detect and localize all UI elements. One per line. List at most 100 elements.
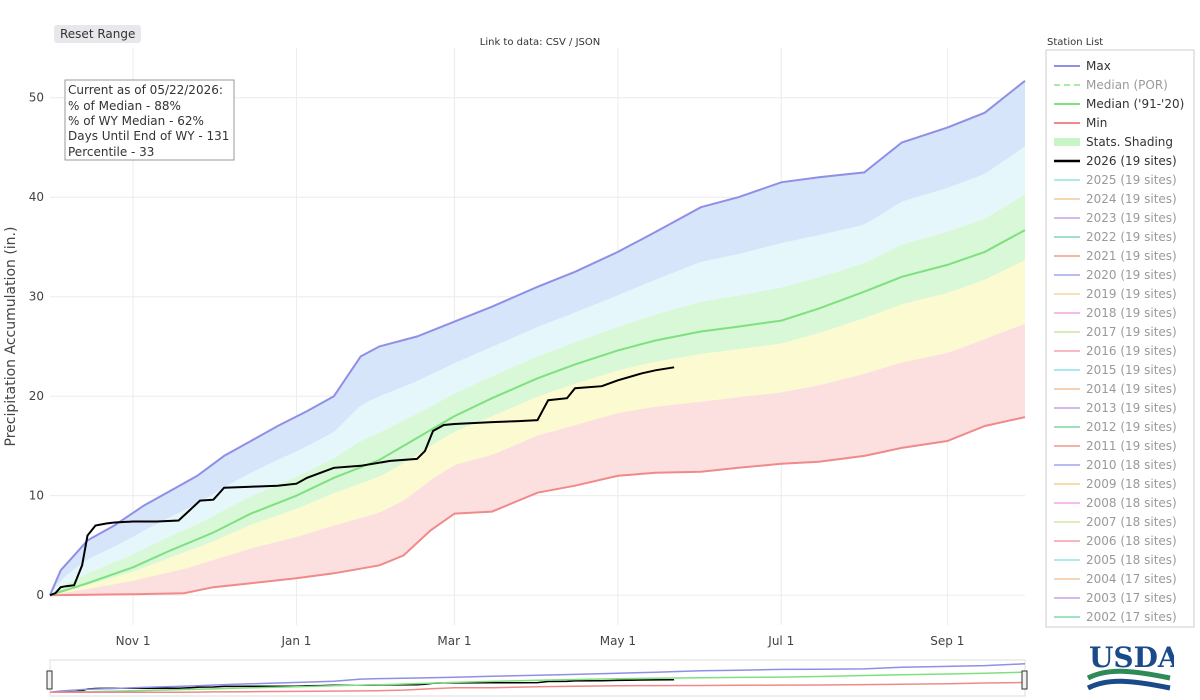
info-line: Current as of 05/22/2026: (68, 83, 223, 97)
legend-item[interactable]: 2019 (19 sites) (1054, 287, 1177, 301)
y-tick-label: 20 (29, 389, 44, 403)
legend-label: Median (POR) (1086, 78, 1168, 92)
legend-item[interactable]: 2015 (19 sites) (1054, 363, 1177, 377)
legend-label: 2005 (18 sites) (1086, 553, 1177, 567)
mini-min-line (50, 681, 1026, 694)
band-low (50, 260, 1025, 596)
legend-item[interactable]: 2004 (17 sites) (1054, 572, 1177, 586)
legend-item[interactable]: 2026 (19 sites) (1054, 154, 1177, 168)
mini-max-line (49, 663, 1026, 694)
info-line: Percentile - 33 (68, 145, 154, 159)
legend-label: 2015 (19 sites) (1086, 363, 1177, 377)
legend-label: 2003 (17 sites) (1086, 591, 1177, 605)
legend-item[interactable]: 2010 (18 sites) (1054, 458, 1177, 472)
legend-item[interactable]: 2007 (18 sites) (1054, 515, 1177, 529)
legend-swatch (1054, 138, 1080, 146)
legend-label: Stats. Shading (1086, 135, 1173, 149)
legend-item[interactable]: 2011 (19 sites) (1054, 439, 1177, 453)
legend-item[interactable]: Stats. Shading (1054, 135, 1173, 149)
y-tick-label: 50 (29, 91, 44, 105)
legend-item[interactable]: 2013 (19 sites) (1054, 401, 1177, 415)
legend-label: 2019 (19 sites) (1086, 287, 1177, 301)
legend-item[interactable]: 2018 (19 sites) (1054, 306, 1177, 320)
y-tick-label: 10 (29, 489, 44, 503)
legend-item[interactable]: 2025 (19 sites) (1054, 173, 1177, 187)
legend-item[interactable]: 2005 (18 sites) (1054, 553, 1177, 567)
x-tick-label: Jan 1 (280, 634, 311, 648)
x-tick-label: Jul 1 (767, 634, 794, 648)
legend-item[interactable]: 2014 (19 sites) (1054, 382, 1177, 396)
legend-item[interactable]: Min (1054, 116, 1107, 130)
min-line (49, 416, 1026, 597)
legend-label: 2018 (19 sites) (1086, 306, 1177, 320)
range-handle-left[interactable] (46, 670, 53, 690)
legend-label: 2013 (19 sites) (1086, 401, 1177, 415)
legend-item[interactable]: 2020 (19 sites) (1054, 268, 1177, 282)
legend-label: 2007 (18 sites) (1086, 515, 1177, 529)
legend-label: 2025 (19 sites) (1086, 173, 1177, 187)
legend-label: 2016 (19 sites) (1086, 344, 1177, 358)
legend-label: Median ('91-'20) (1086, 97, 1184, 111)
legend-label: 2017 (19 sites) (1086, 325, 1177, 339)
legend-item[interactable]: 2021 (19 sites) (1054, 249, 1177, 263)
legend-item[interactable]: 2002 (17 sites) (1054, 610, 1177, 624)
legend-label: 2002 (17 sites) (1086, 610, 1177, 624)
legend-label: Max (1086, 59, 1111, 73)
y-axis-label: Precipitation Accumulation (in.) (3, 227, 19, 447)
median-line (49, 229, 1026, 597)
legend-label: 2011 (19 sites) (1086, 439, 1177, 453)
x-tick-label: Sep 1 (930, 634, 964, 648)
legend-item[interactable]: 2008 (18 sites) (1054, 496, 1177, 510)
legend-item[interactable]: 2006 (18 sites) (1054, 534, 1177, 548)
x-tick-label: Mar 1 (437, 634, 471, 648)
legend-item[interactable]: 2012 (19 sites) (1054, 420, 1177, 434)
data-link[interactable]: Link to data: CSV / JSON (479, 37, 601, 48)
info-line: Days Until End of WY - 131 (68, 129, 229, 143)
legend-item[interactable]: 2009 (18 sites) (1054, 477, 1177, 491)
shading-bands (50, 80, 1025, 596)
legend: Max Median (POR) Median ('91-'20) Min Stats.… (1045, 49, 1195, 628)
station-list-title: Station List (1047, 37, 1104, 48)
band-mid (50, 194, 1025, 596)
range-handle-right[interactable] (1021, 670, 1028, 690)
y-tick-label: 40 (29, 190, 44, 204)
legend-item[interactable]: 2003 (17 sites) (1054, 591, 1177, 605)
legend-item[interactable]: 2022 (19 sites) (1054, 230, 1177, 244)
axes: 0 10 20 30 40 50 Nov 1 Jan 1 Mar 1 May 1 Jul 1 Sep … (3, 91, 964, 648)
legend-label: 2004 (17 sites) (1086, 572, 1177, 586)
legend-label: 2026 (19 sites) (1086, 154, 1177, 168)
max-line (49, 80, 1026, 596)
usda-logo: USDA (1086, 641, 1174, 691)
legend-label: 2022 (19 sites) (1086, 230, 1177, 244)
legend-label: 2012 (19 sites) (1086, 420, 1177, 434)
legend-item[interactable]: Max (1054, 59, 1111, 73)
x-tick-label: Nov 1 (116, 634, 151, 648)
usda-logo-text: USDA (1089, 641, 1174, 674)
legend-item[interactable]: 2023 (19 sites) (1054, 211, 1177, 225)
band-high (50, 146, 1025, 596)
range-slider[interactable] (46, 659, 1028, 697)
current-year-line (49, 366, 675, 597)
info-box: Current as of 05/22/2026: % of Median - … (64, 79, 235, 161)
legend-item[interactable]: 2024 (19 sites) (1054, 192, 1177, 206)
legend-label: 2021 (19 sites) (1086, 249, 1177, 263)
mini-median-line (49, 671, 1026, 694)
y-tick-label: 30 (29, 290, 44, 304)
legend-label: 2008 (18 sites) (1086, 496, 1177, 510)
legend-label: 2010 (18 sites) (1086, 458, 1177, 472)
legend-item[interactable]: 2016 (19 sites) (1054, 344, 1177, 358)
legend-item[interactable]: Median ('91-'20) (1054, 97, 1184, 111)
legend-label: 2006 (18 sites) (1086, 534, 1177, 548)
legend-item[interactable]: Median (POR) (1054, 78, 1168, 92)
info-line: % of Median - 88% (68, 99, 181, 113)
legend-label: 2023 (19 sites) (1086, 211, 1177, 225)
y-tick-label: 0 (36, 588, 44, 602)
legend-item[interactable]: 2017 (19 sites) (1054, 325, 1177, 339)
legend-label: Min (1086, 116, 1107, 130)
reset-range-button[interactable]: Reset Range (54, 25, 142, 43)
info-line: % of WY Median - 62% (68, 114, 204, 128)
legend-label: 2020 (19 sites) (1086, 268, 1177, 282)
legend-label: 2014 (19 sites) (1086, 382, 1177, 396)
band-max (50, 80, 1025, 596)
